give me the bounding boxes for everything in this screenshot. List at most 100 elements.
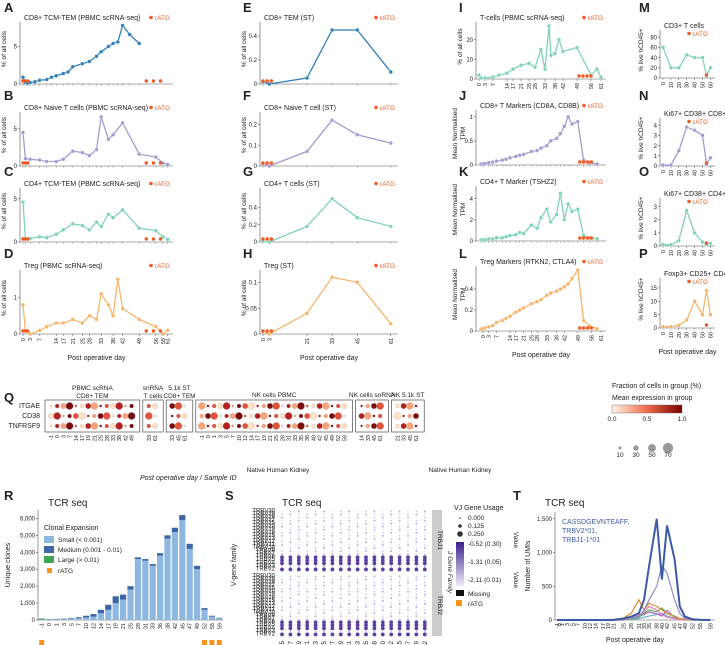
ratg-dot	[589, 160, 594, 164]
legend-label: 0.125	[468, 523, 485, 530]
y-tick-label: 6,000	[20, 516, 36, 522]
legend-label: -1.31 (0.05)	[468, 559, 502, 566]
heat-dot	[348, 581, 350, 584]
ratg-dot	[269, 237, 274, 241]
heat-dot	[357, 631, 358, 632]
y-tick-label: 1	[14, 296, 18, 302]
heat-dot	[281, 511, 283, 512]
y-tick-label: 0.2	[249, 58, 258, 64]
data-point	[575, 268, 580, 273]
ratg-legend-dot	[149, 181, 153, 186]
heat-dot	[90, 402, 99, 410]
heat-dot	[389, 623, 394, 628]
heat-dot	[423, 537, 426, 540]
heat-dot	[416, 591, 417, 593]
heat-dot	[289, 541, 292, 543]
heat-dot	[424, 541, 426, 543]
data-point	[137, 152, 142, 157]
data-point	[44, 77, 49, 82]
ratg-legend-label: rATG	[693, 31, 708, 38]
footer-label: Native Human Kidney	[247, 467, 311, 474]
panel-letter: M	[639, 0, 650, 15]
x-tick-label: 21	[305, 338, 311, 344]
heat-dot	[365, 522, 367, 525]
data-point	[65, 69, 71, 75]
data-point	[111, 132, 116, 137]
heat-dot	[323, 588, 325, 590]
heat-dot	[407, 547, 409, 549]
data-point	[120, 207, 125, 212]
heat-dot	[382, 513, 384, 516]
x-tick-label: 55	[210, 623, 216, 629]
y-axis-title: % live hCD45+	[638, 116, 645, 159]
clone-annotation: TRBV2*01,	[562, 528, 597, 535]
panel-letter: E	[243, 0, 252, 15]
ratg-dot	[21, 161, 25, 165]
x-tick-label: 1	[55, 623, 61, 626]
heat-dot	[280, 626, 284, 631]
heat-dot	[424, 514, 426, 515]
heat-dot	[315, 618, 316, 620]
heat-dot	[331, 581, 334, 584]
heat-dot	[306, 618, 309, 621]
legend-label: 0.250	[468, 531, 485, 538]
y-tick-label: 0	[254, 332, 258, 338]
column-label: 21	[92, 435, 98, 441]
heat-dot	[397, 561, 402, 566]
data-point	[137, 226, 142, 231]
heat-dot	[323, 413, 328, 419]
heat-dot	[281, 424, 284, 428]
y-tick-label: 2,000	[20, 584, 36, 590]
heat-dot	[72, 413, 79, 419]
heat-dot	[99, 404, 102, 408]
panel-title: Ki67+ CD38+ CD4+ T cells	[664, 191, 725, 198]
group-label: CD8+ TEM	[163, 393, 195, 400]
ratg-legend-label: rATG	[588, 103, 603, 110]
heat-dot	[365, 519, 367, 522]
series-line	[480, 193, 598, 241]
heat-dot	[407, 631, 409, 632]
heat-dot	[348, 535, 350, 537]
heat-dot	[348, 584, 351, 587]
heat-dot	[298, 579, 300, 580]
heat-dot	[357, 603, 358, 605]
heat-dot	[290, 526, 291, 528]
x-tick-label: 45	[355, 338, 361, 344]
y-tick-label: 5	[14, 127, 18, 133]
x-tick-label: 3	[28, 338, 34, 341]
heat-dot	[99, 424, 102, 428]
heat-dot	[356, 550, 359, 552]
heat-dot	[298, 618, 300, 620]
heat-dot	[364, 567, 368, 572]
data-point	[304, 311, 310, 316]
heat-dot	[395, 403, 400, 409]
heat-dot	[242, 423, 249, 429]
y-tick-label: 5	[14, 197, 18, 203]
data-point	[80, 223, 85, 228]
heat-dot	[416, 553, 417, 555]
heat-dot	[390, 594, 392, 596]
x-axis-title: Post operative day / Sample ID	[140, 475, 237, 482]
x-tick-label: 33	[330, 338, 336, 344]
series-line	[262, 29, 392, 85]
x-tick-label: 21	[519, 83, 525, 89]
color-scale-bar	[456, 542, 464, 586]
ratg-legend-dot	[149, 105, 153, 110]
heat-dot	[416, 618, 417, 620]
gene-label: TRBV3	[256, 563, 276, 569]
series-line	[557, 564, 711, 621]
heat-dot	[296, 632, 301, 637]
heat-dot	[323, 630, 325, 633]
heat-dot	[313, 626, 318, 631]
data-point	[94, 54, 99, 59]
ratg-dot	[23, 329, 28, 333]
heat-dot	[374, 523, 375, 525]
heat-dot	[357, 538, 358, 540]
heat-dot	[306, 590, 309, 593]
heat-dot	[373, 547, 376, 550]
heat-dot	[397, 558, 402, 563]
data-point	[684, 52, 689, 58]
panel-title: CD8+ TCM-TEM (PBMC scRNA-seq)	[24, 15, 140, 22]
heat-dot	[181, 413, 188, 419]
panel-title: CD4+ T cells (ST)	[264, 181, 320, 188]
